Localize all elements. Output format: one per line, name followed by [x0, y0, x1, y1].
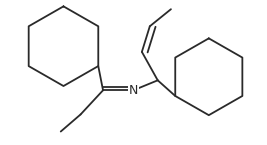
Text: N: N: [129, 84, 138, 97]
